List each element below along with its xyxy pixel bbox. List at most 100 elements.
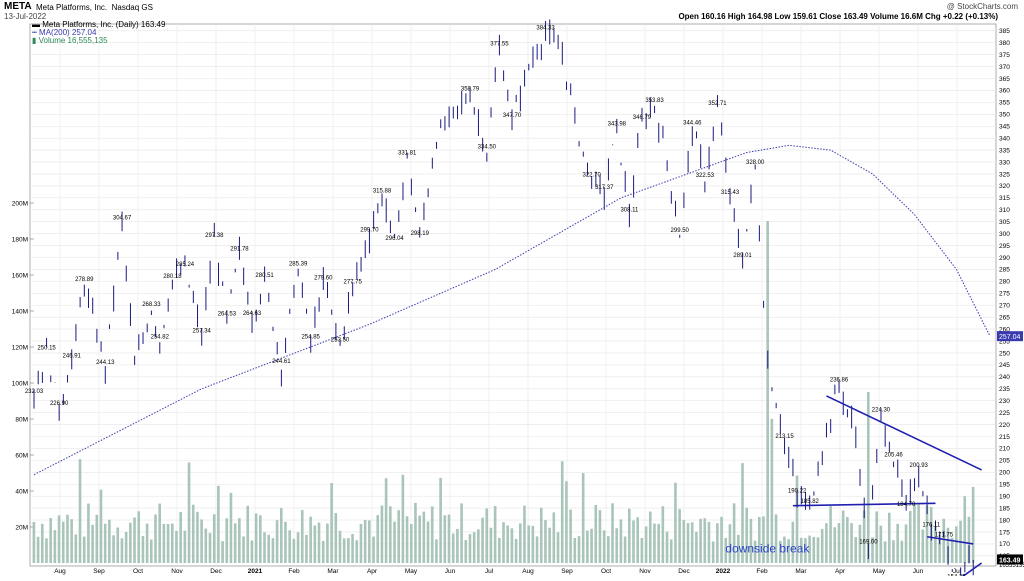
volume-bar	[925, 505, 929, 563]
volume-bar	[619, 519, 623, 563]
price-tick-label: 385	[999, 28, 1010, 35]
price-label: 268.33	[142, 302, 161, 308]
volume-bar	[204, 528, 208, 563]
volume-bar	[460, 503, 463, 563]
volume-bar	[741, 463, 744, 563]
volume-bar	[862, 510, 866, 563]
price-tick-label: 330	[999, 159, 1010, 166]
volume-tick-label: 20M	[15, 524, 28, 531]
price-tick-label: 260	[999, 326, 1010, 333]
volume-bar	[284, 521, 287, 563]
volume-bar	[351, 534, 354, 563]
time-tick-label: Sep	[93, 568, 105, 575]
volume-bar	[804, 538, 807, 563]
volume-bar	[665, 531, 669, 563]
price-label: 322.70	[582, 172, 601, 178]
time-tick-label: May	[873, 568, 886, 575]
price-tick-label: 195	[999, 482, 1010, 489]
symbol: META	[4, 1, 32, 12]
price-label: 250.15	[37, 346, 56, 352]
volume-bar	[581, 473, 585, 563]
volume-bar	[829, 506, 832, 563]
price-tick-label: 255	[999, 338, 1010, 345]
price-label: 298.19	[411, 231, 430, 237]
volume-bar	[443, 515, 447, 563]
time-tick-label: Feb	[756, 568, 768, 575]
volume-bar	[342, 538, 346, 563]
volume-bar	[45, 538, 48, 563]
volume-bar	[229, 492, 233, 563]
volume-bar	[942, 518, 946, 563]
volume-bar	[753, 540, 757, 563]
volume-bar	[326, 523, 329, 563]
price-tick-label: 250	[999, 350, 1010, 357]
volume-bar	[661, 506, 665, 563]
volume-bar	[745, 507, 749, 563]
volume-bar	[871, 537, 874, 563]
volume-bar	[40, 523, 44, 563]
volume-bar	[401, 474, 405, 563]
volume-bar	[368, 520, 371, 563]
volume-bar	[590, 528, 593, 563]
volume-bar	[246, 505, 250, 563]
volume-bar	[145, 523, 149, 563]
volume-bar	[607, 536, 610, 563]
time-tick-label: 2021	[248, 568, 263, 575]
company-name: Meta Platforms, Inc. Nasdaq GS	[36, 3, 153, 12]
volume-bar	[770, 419, 774, 563]
volume-bar	[527, 525, 530, 563]
volume-value-label: 16555135	[999, 563, 1024, 569]
volume-bar	[783, 536, 786, 563]
volume-bar	[254, 513, 258, 563]
volume-bar	[414, 502, 417, 563]
volume-bar	[716, 523, 719, 563]
volume-bar	[489, 527, 493, 563]
volume-bar	[577, 536, 581, 563]
price-label: 315.88	[373, 189, 392, 195]
volume-bar	[552, 512, 556, 563]
volume-bar	[200, 519, 203, 563]
price-label: 343.98	[608, 122, 627, 128]
volume-bar	[523, 505, 526, 563]
price-label: 226.90	[50, 401, 69, 407]
time-tick-label: Mar	[795, 568, 807, 575]
price-tick-label: 225	[999, 410, 1010, 417]
price-label: 171.75	[935, 533, 954, 539]
volume-bar	[233, 523, 237, 563]
price-label: 224.30	[872, 407, 891, 413]
volume-bar	[569, 509, 572, 563]
volume-bar	[946, 527, 950, 563]
volume-bar	[485, 508, 489, 563]
price-label: 289.01	[733, 253, 752, 259]
price-tick-label: 190	[999, 493, 1010, 500]
price-tick-label: 375	[999, 52, 1010, 59]
price-tick-label: 300	[999, 231, 1010, 238]
price-label: 205.46	[884, 452, 903, 458]
volume-bar	[409, 523, 413, 563]
price-label: 257.34	[193, 328, 212, 334]
price-tick-label: 325	[999, 171, 1010, 178]
volume-bar	[632, 520, 635, 563]
volume-bar	[833, 527, 837, 563]
volume-bar	[757, 517, 761, 563]
time-tick-label: Mar	[327, 568, 339, 575]
price-tick-label: 170	[999, 541, 1010, 548]
volume-bar	[250, 540, 254, 563]
price-label: 244.13	[96, 360, 115, 366]
volume-bar	[707, 521, 711, 563]
volume-bar	[91, 524, 94, 563]
volume-bar	[908, 511, 912, 563]
volume-bar	[560, 461, 564, 563]
volume-bar	[904, 524, 908, 563]
price-tick-label: 215	[999, 434, 1010, 441]
price-label: 264.63	[243, 311, 262, 317]
volume-bar	[435, 539, 438, 563]
volume-bar	[439, 477, 442, 563]
price-tick-label: 275	[999, 291, 1010, 298]
time-tick-label: Feb	[288, 568, 300, 575]
volume-bar	[699, 518, 702, 563]
volume-bar	[594, 504, 598, 563]
price-tick-label: 295	[999, 243, 1010, 250]
volume-bar	[263, 532, 266, 563]
legend-price: ▬ Meta Platforms, Inc. (Daily) 163.49	[32, 20, 166, 29]
